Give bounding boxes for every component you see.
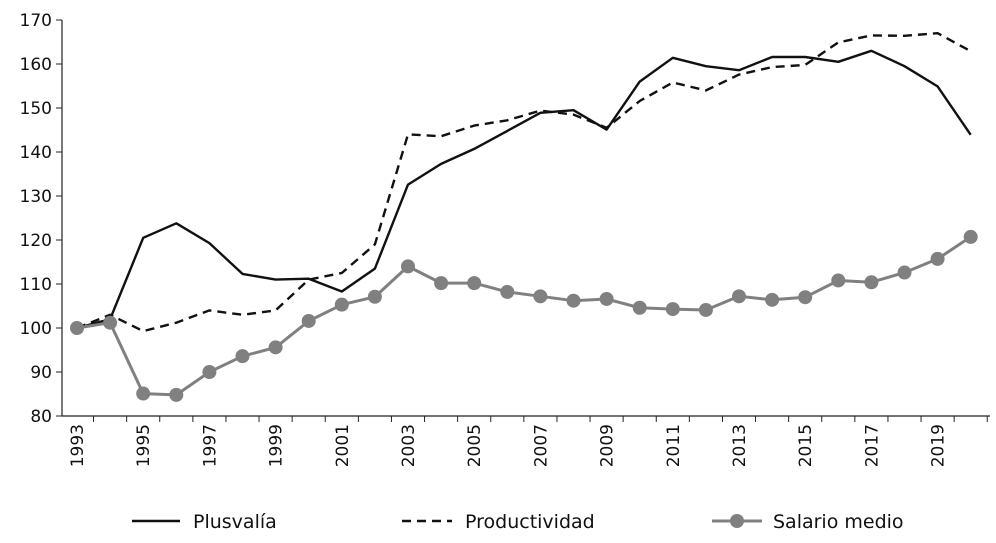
data-point [798, 290, 813, 305]
x-tick-label: 2011 [664, 424, 684, 467]
y-tick-label: 140 [20, 143, 52, 163]
series-line-plusval-a [76, 49, 972, 330]
data-point [599, 291, 614, 306]
data-point [963, 229, 978, 244]
data-point [367, 289, 382, 304]
data-point [864, 275, 879, 290]
y-axis-ticks: 80 90 100 110 120 130 140 150 160 170 [20, 11, 62, 427]
series-line-productividad [76, 32, 972, 333]
data-point [434, 276, 449, 291]
data-point [334, 297, 349, 312]
x-tick-label: 2015 [796, 424, 816, 467]
y-tick-label: 120 [20, 231, 52, 251]
data-point [235, 349, 250, 364]
y-tick-label: 80 [30, 407, 52, 427]
data-point [665, 302, 680, 317]
x-tick-label: 1997 [200, 424, 220, 467]
y-tick-label: 160 [20, 55, 52, 75]
x-tick-label: 1995 [134, 424, 154, 467]
data-point [533, 289, 548, 304]
y-tick-label: 130 [20, 187, 52, 207]
y-tick-label: 110 [20, 275, 52, 295]
data-point [401, 259, 415, 274]
legend-label: Productividad [465, 511, 595, 533]
data-point [500, 284, 515, 299]
y-tick-label: 150 [20, 99, 52, 119]
data-point [467, 276, 482, 291]
x-tick-label: 2001 [333, 424, 353, 467]
data-point [698, 302, 713, 317]
data-point [930, 251, 945, 266]
x-tick-label: 1999 [267, 424, 287, 467]
data-point [301, 313, 316, 328]
x-tick-label: 2017 [862, 424, 882, 467]
legend: Plusvalía Productividad Salario medio [132, 511, 904, 533]
data-point [202, 365, 217, 379]
data-point [136, 386, 151, 401]
data-point [632, 300, 647, 315]
data-point [268, 340, 283, 355]
y-tick-label: 100 [20, 319, 52, 339]
x-tick-label: 2013 [730, 424, 750, 467]
data-point [831, 273, 846, 288]
x-tick-label: 2003 [399, 424, 419, 467]
x-tick-label: 2005 [465, 424, 485, 467]
data-point [566, 293, 581, 308]
data-point [70, 321, 84, 335]
x-tick-label: 2007 [531, 424, 551, 467]
legend-marker [730, 514, 744, 528]
x-tick-label: 2019 [929, 424, 949, 467]
legend-label: Salario medio [773, 511, 904, 533]
data-point [732, 289, 746, 304]
data-point [897, 265, 912, 280]
y-tick-label: 170 [20, 11, 52, 31]
y-tick-label: 90 [30, 363, 52, 383]
x-axis-ticks: 1993 1995 1997 1999 2001 2003 2005 2007 2009 2011… [68, 416, 988, 467]
data-point [169, 387, 184, 402]
series-layer [70, 32, 978, 402]
data-point [103, 315, 118, 330]
x-tick-label: 2009 [598, 424, 618, 467]
data-point [765, 292, 780, 307]
legend-label: Plusvalía [193, 511, 277, 533]
axes [61, 20, 990, 417]
series-line-salario-medio [76, 235, 972, 397]
x-tick-label: 1993 [68, 424, 88, 467]
